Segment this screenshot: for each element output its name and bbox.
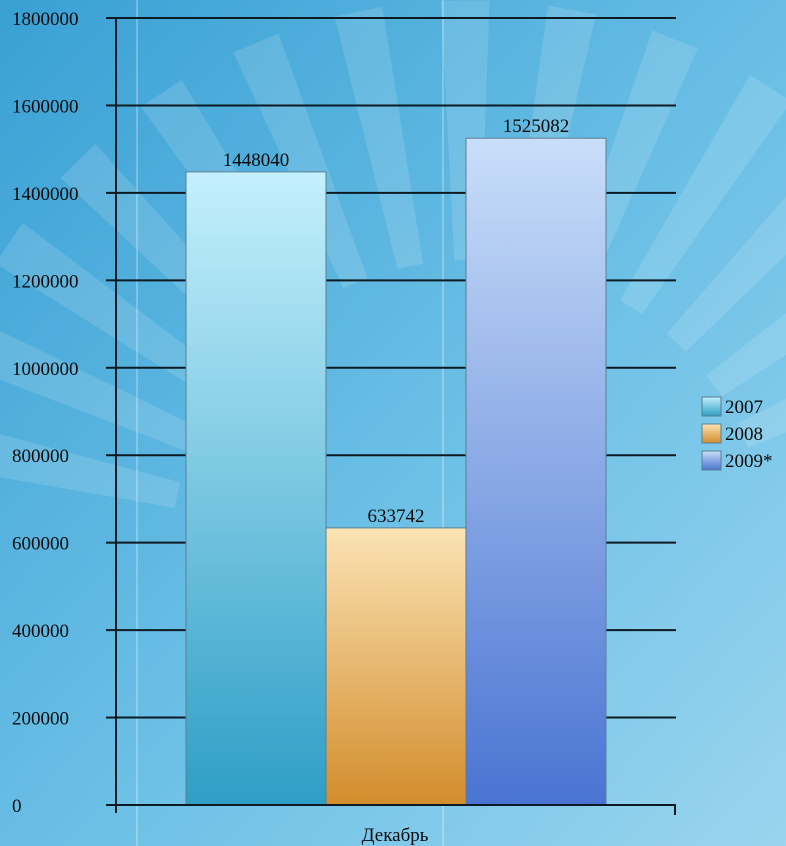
y-tick-label: 400000 bbox=[12, 621, 69, 642]
y-tick-label: 0 bbox=[12, 796, 22, 817]
legend-swatch bbox=[701, 450, 722, 471]
swirl-ray bbox=[0, 330, 201, 453]
y-tick-label: 200000 bbox=[12, 709, 69, 730]
data-labels: 1448040 633742 1525082 bbox=[223, 116, 570, 527]
bar-2009 bbox=[465, 137, 607, 806]
legend-label: 2008 bbox=[725, 424, 763, 445]
swirl-ray bbox=[737, 398, 786, 448]
legend-swatch bbox=[701, 396, 722, 417]
legend: 2007 2008 2009* bbox=[701, 396, 773, 472]
y-tick-label: 1000000 bbox=[12, 359, 79, 380]
y-tick-labels: 0 200000 400000 600000 800000 1000000 1200000 1… bbox=[12, 9, 79, 817]
bar-value-label: 1525082 bbox=[503, 116, 570, 137]
y-tick-label: 1800000 bbox=[12, 9, 79, 30]
legend-label: 2009* bbox=[725, 451, 773, 472]
y-tick-label: 800000 bbox=[12, 446, 69, 467]
bar-value-label: 1448040 bbox=[223, 150, 290, 171]
swirl-ray bbox=[706, 313, 786, 397]
y-tick-label: 1600000 bbox=[12, 96, 79, 117]
bars bbox=[185, 137, 607, 806]
legend-swatch bbox=[701, 423, 722, 444]
y-tick-label: 1400000 bbox=[12, 184, 79, 205]
swirl-ray bbox=[334, 6, 424, 269]
swirl-ray bbox=[620, 75, 786, 315]
swirl-ray bbox=[0, 434, 181, 508]
y-tick-label: 1200000 bbox=[12, 271, 79, 292]
y-tick-label: 600000 bbox=[12, 534, 69, 555]
legend-label: 2007 bbox=[725, 397, 763, 418]
bar-2008 bbox=[325, 527, 467, 806]
swirl-ray bbox=[666, 196, 786, 352]
bar-value-label: 633742 bbox=[368, 506, 425, 527]
bar-2007 bbox=[185, 171, 327, 806]
swirl-ray bbox=[233, 33, 368, 289]
x-tick-label: Декабрь bbox=[362, 825, 429, 846]
